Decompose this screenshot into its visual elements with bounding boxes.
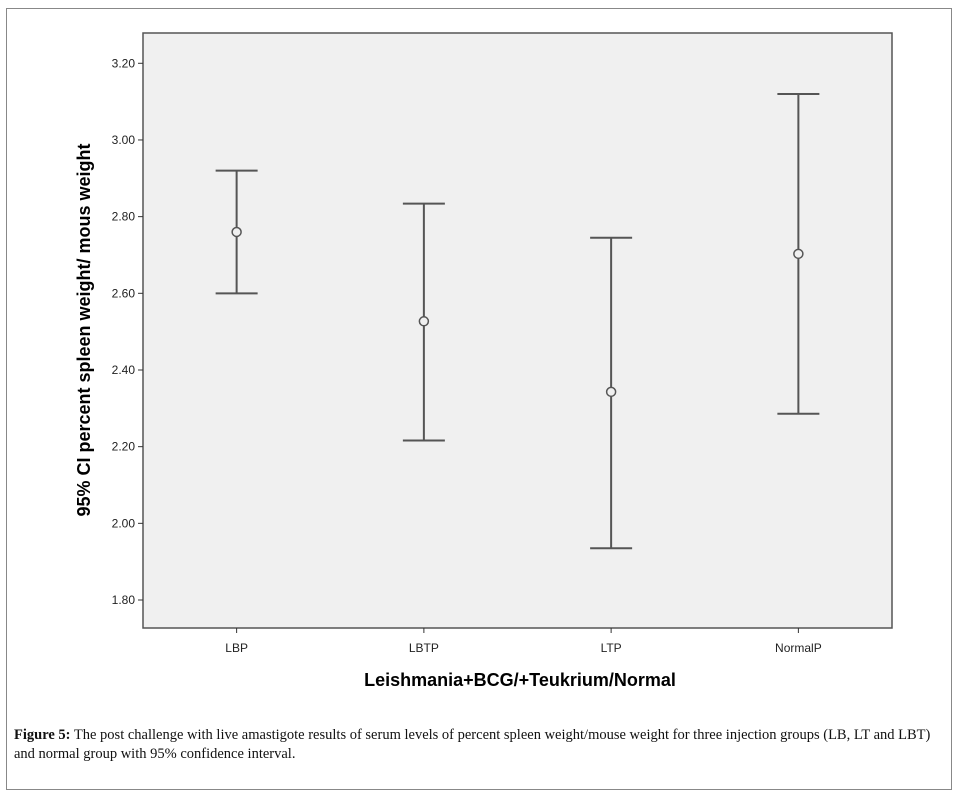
figure-caption: Figure 5: The post challenge with live a…	[14, 726, 944, 764]
mean-marker	[793, 248, 804, 260]
y-axis-label: 95% CI percent spleen weight/ mous weigh…	[74, 143, 94, 516]
y-tick-label: 1.80	[112, 593, 136, 607]
mean-marker	[605, 386, 617, 398]
y-tick-label: 2.40	[112, 363, 136, 377]
caption-text: The post challenge with live amastigote …	[14, 727, 931, 762]
caption-label: Figure 5:	[14, 727, 71, 743]
plot-area	[142, 32, 893, 629]
x-tick-label: LTP	[601, 641, 622, 655]
figure-frame	[6, 8, 952, 790]
y-tick-label: 2.60	[112, 286, 136, 300]
errorbar-LBTP	[402, 202, 445, 442]
y-tick-label: 3.00	[112, 133, 136, 147]
errorbar-LBP	[215, 169, 258, 295]
errorbar-NormalP	[777, 92, 820, 415]
errorbar-chart: 1.80 2.00 2.20 2.40 2.60 2.80 3.00 3.20 LBP LBTP…	[74, 32, 893, 690]
mean-marker	[418, 316, 430, 327]
mean-marker	[231, 226, 242, 238]
y-tick-label: 2.00	[112, 516, 136, 530]
x-tick-label: LBP	[225, 641, 248, 655]
y-tick-label: 2.20	[112, 440, 136, 454]
y-tick-label: 2.80	[112, 210, 136, 224]
errorbar-LTP	[590, 236, 633, 550]
y-tick-label: 3.20	[112, 56, 136, 70]
x-axis-label: Leishmania+BCG/+Teukrium/Normal	[364, 670, 676, 690]
x-tick-label: NormalP	[775, 641, 822, 655]
x-tick-label: LBTP	[409, 641, 439, 655]
